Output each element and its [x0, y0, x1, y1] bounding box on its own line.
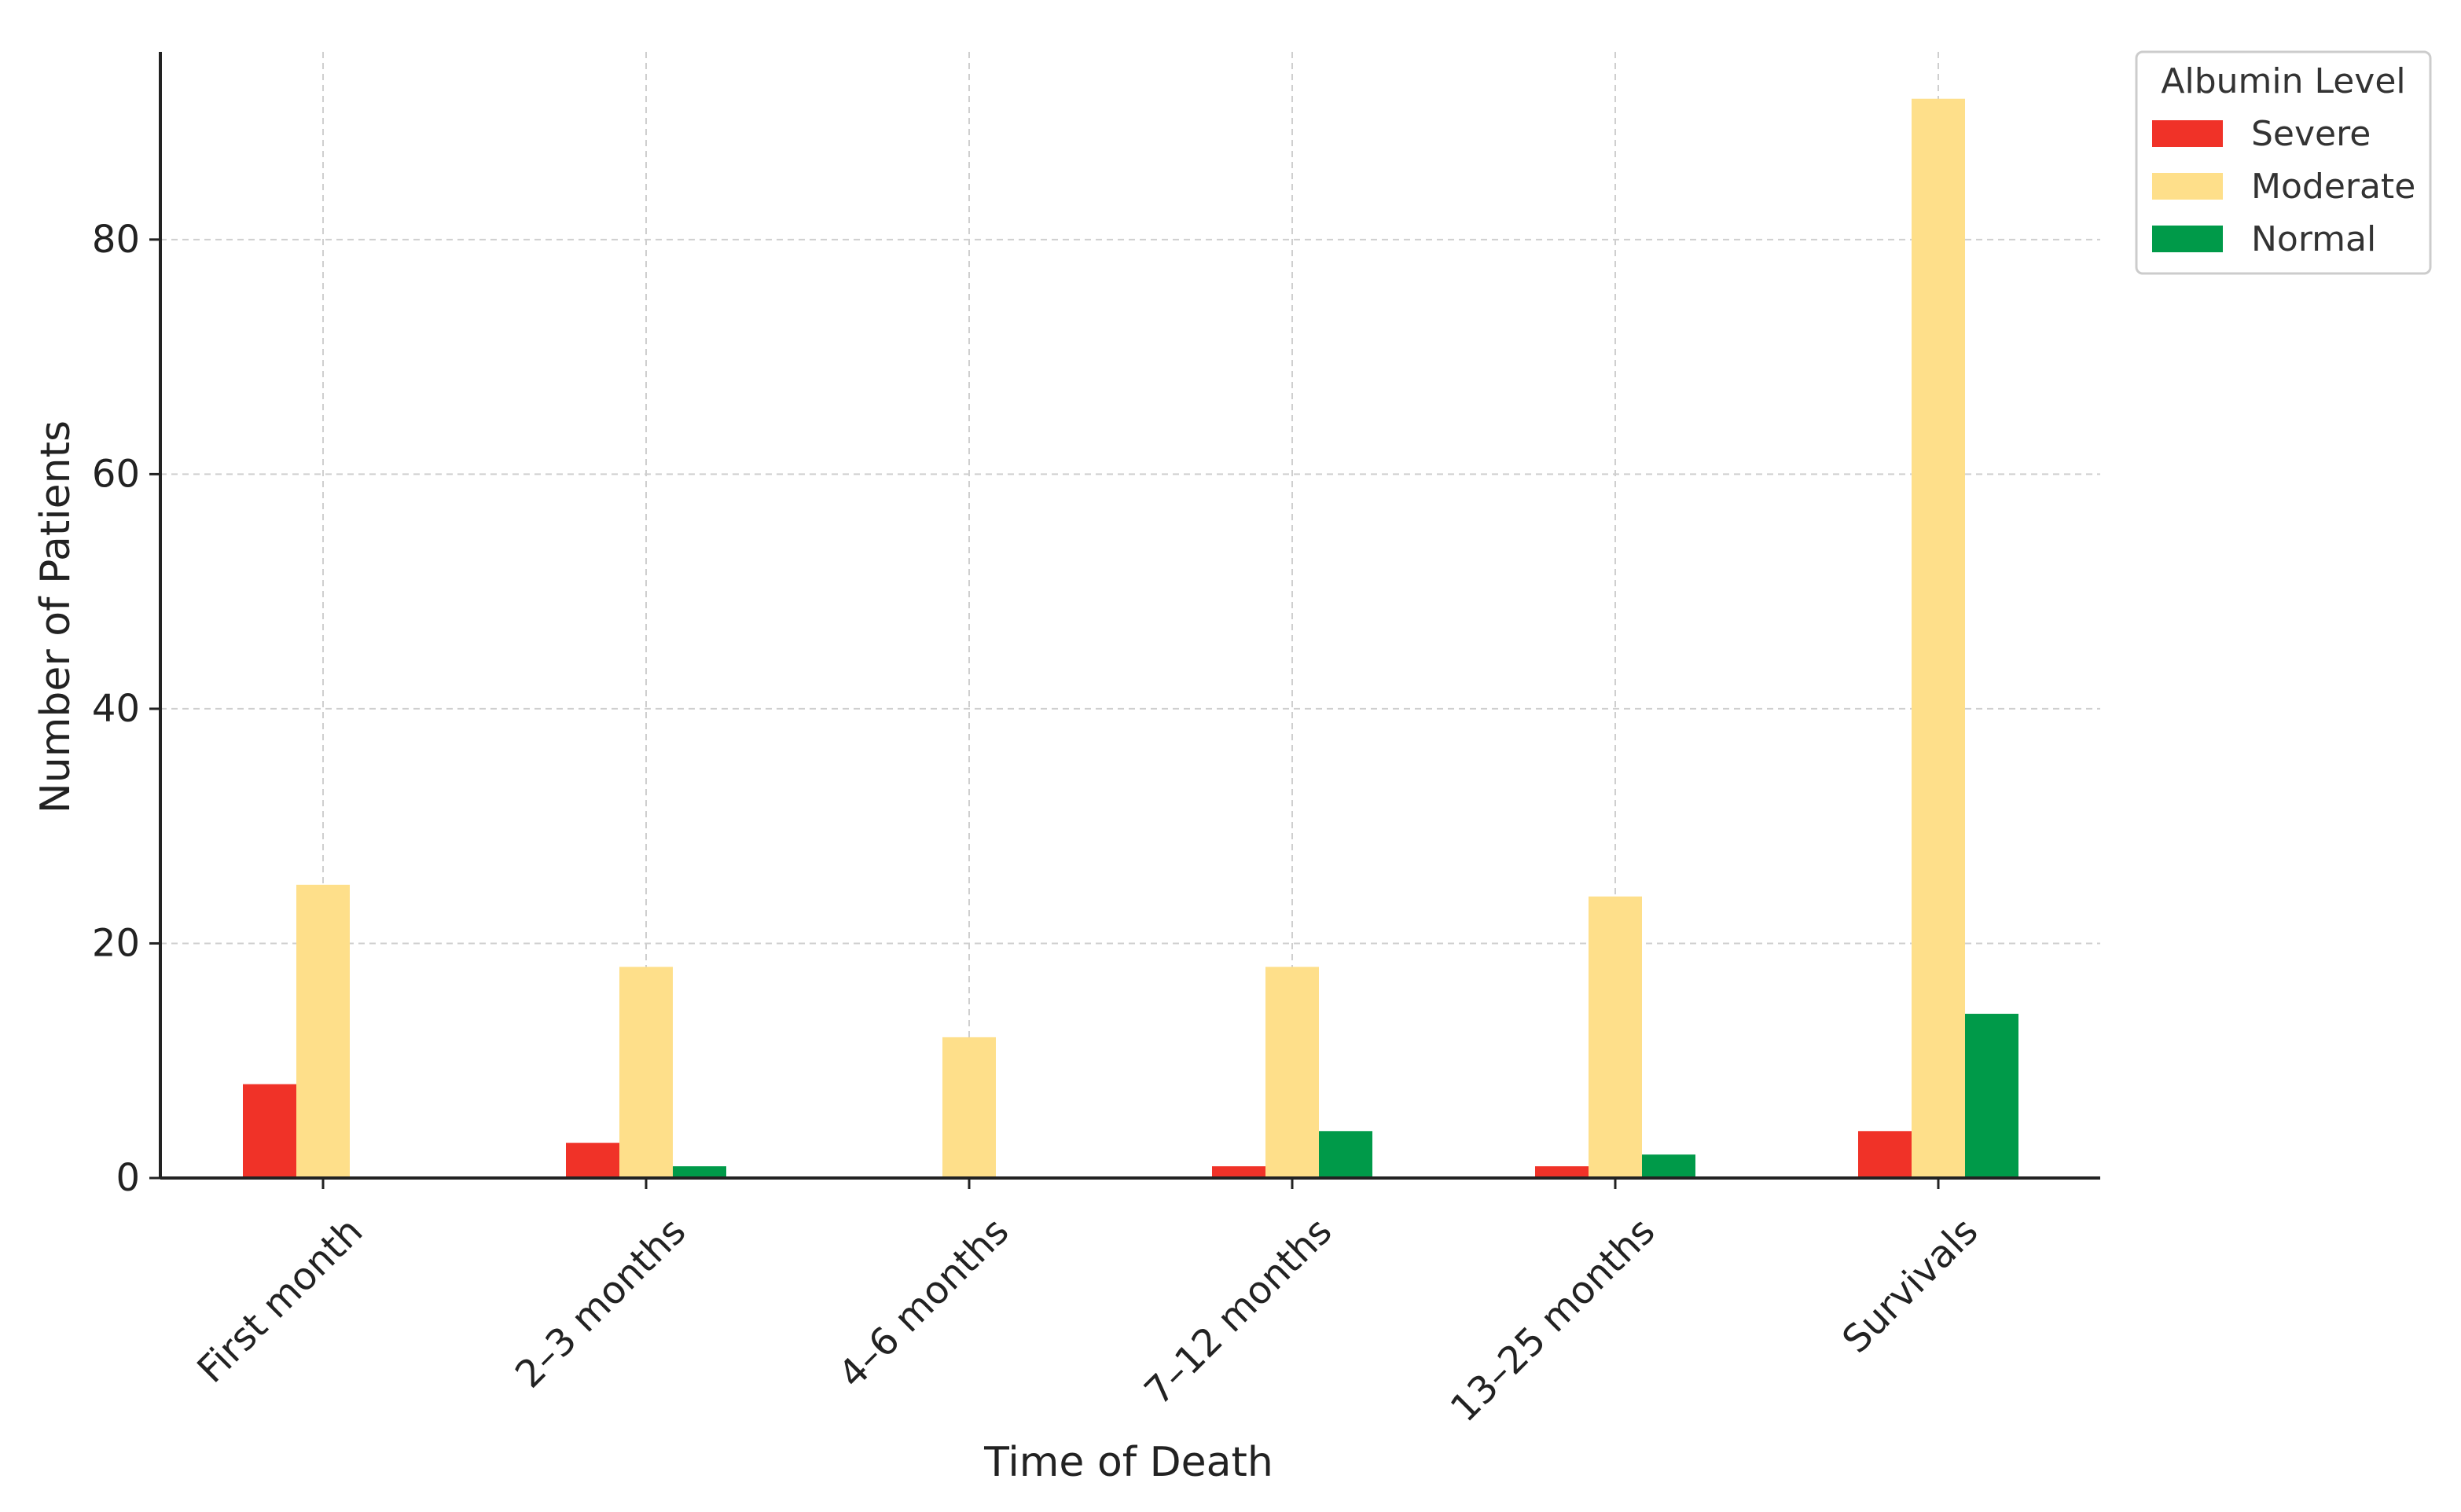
legend-frame [2135, 50, 2432, 275]
bar-moderate [619, 967, 673, 1178]
bar-normal [1642, 1154, 1695, 1178]
bar-normal [1319, 1131, 1372, 1178]
x-tick-label: 2–3 months [507, 1209, 694, 1396]
tick-labels: 0 20 40 60 80 First month 2–3 months 4–6 months… [92, 218, 1986, 1431]
legend-label-moderate: Moderate [2251, 167, 2415, 207]
bars [243, 98, 2018, 1178]
axes [159, 52, 2100, 1180]
legend-swatch-severe [2152, 120, 2223, 147]
y-tick-label: 80 [92, 218, 140, 262]
bar-severe [243, 1084, 296, 1178]
bar-moderate [296, 884, 350, 1178]
x-tick-label: 13–25 months [1442, 1209, 1664, 1431]
y-tick-label: 20 [92, 921, 140, 965]
bar-normal [673, 1166, 726, 1178]
bar-normal [1965, 1014, 2018, 1178]
legend-swatch-normal [2152, 226, 2223, 252]
x-axis-title: Time of Death [983, 1439, 1273, 1486]
y-tick-label: 0 [116, 1156, 140, 1200]
bar-moderate [942, 1037, 996, 1178]
y-tick-label: 40 [92, 687, 140, 731]
y-axis-title: Number of Patients [32, 420, 79, 813]
gridlines [160, 52, 2100, 1178]
bar-severe [1212, 1166, 1265, 1178]
bar-moderate [1265, 967, 1319, 1178]
legend-swatch-moderate [2152, 173, 2223, 200]
y-tick-label: 60 [92, 452, 140, 496]
bar-moderate [1912, 98, 1965, 1178]
legend-label-severe: Severe [2251, 114, 2371, 154]
bar-severe [1535, 1166, 1589, 1178]
x-tick-label: 4–6 months [830, 1209, 1017, 1396]
x-tick-label: First month [189, 1209, 371, 1392]
bar-severe [1858, 1131, 1912, 1178]
bar-severe [566, 1143, 619, 1178]
legend-title: Albumin Level [2161, 61, 2405, 101]
x-tick-label: 7–12 months [1136, 1209, 1340, 1414]
x-tick-label: Survivals [1834, 1209, 1986, 1362]
legend: Albumin Level Severe Moderate Normal [2135, 50, 2432, 275]
bar-moderate [1589, 896, 1642, 1178]
legend-label-normal: Normal [2251, 219, 2376, 259]
